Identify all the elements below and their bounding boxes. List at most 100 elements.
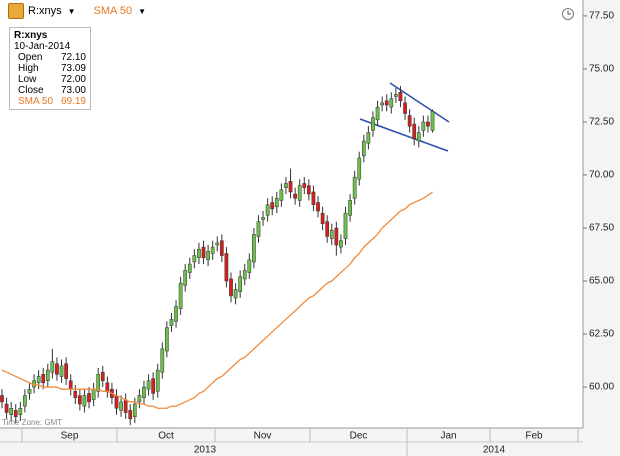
y-tick-label: 60.00	[589, 382, 614, 393]
candle-body	[128, 410, 133, 420]
info-date: 10-Jan-2014	[14, 41, 71, 52]
info-row: Open 72.10	[14, 52, 86, 63]
candle-body	[329, 229, 334, 239]
candle-body	[380, 102, 384, 106]
candle-body	[100, 371, 105, 381]
candle-body	[361, 140, 366, 157]
candle-body	[394, 94, 398, 97]
year-label: 2013	[194, 445, 217, 456]
candle-body	[183, 270, 188, 286]
x-tick-label: Nov	[254, 431, 272, 442]
info-label: Open	[18, 52, 43, 63]
candle-body	[178, 282, 183, 309]
candle-body	[132, 403, 137, 418]
candle-body	[87, 393, 91, 403]
sma-line	[1, 191, 433, 409]
candle-body	[187, 263, 192, 273]
candle-body	[45, 369, 50, 381]
candle-body	[407, 115, 412, 127]
candle-body	[41, 374, 46, 384]
candle-body	[215, 242, 220, 246]
candle-body	[274, 198, 279, 208]
symbol-icon[interactable]	[8, 3, 24, 19]
candle-body	[325, 221, 330, 237]
candle-body	[36, 376, 41, 384]
info-label: Low	[18, 74, 37, 85]
candle-body	[297, 185, 302, 201]
candle-body	[114, 395, 119, 409]
candle-body	[123, 399, 128, 413]
candle-body	[169, 318, 174, 326]
info-symbol: R:xnys	[14, 30, 48, 41]
candle-body	[96, 374, 101, 392]
candle-body	[13, 410, 18, 418]
candle-body	[91, 388, 96, 401]
candle-body	[105, 382, 110, 392]
candle-body	[155, 369, 160, 392]
candle-body	[4, 403, 9, 413]
dropdown-arrow[interactable]: ▼	[138, 6, 146, 16]
info-row: High 73.09	[14, 63, 86, 74]
candle-body	[265, 204, 270, 216]
candle-body	[219, 240, 224, 256]
candle-body	[192, 255, 197, 263]
info-value: 72.00	[60, 74, 86, 85]
info-row: SMA 50 69.19	[14, 96, 86, 107]
candle-body	[256, 221, 261, 237]
candle-body	[160, 348, 165, 373]
candle-body	[307, 185, 311, 195]
candle-body	[261, 217, 265, 220]
symbol[interactable]: R:xnys	[28, 5, 62, 17]
toolbar: R:xnys ▼ SMA 50 ▼	[0, 0, 146, 22]
x-tick-label: Sep	[61, 431, 79, 442]
candle-body	[50, 361, 55, 373]
candle-body	[357, 157, 362, 180]
candle-body	[371, 117, 375, 131]
clock-icon[interactable]	[562, 8, 574, 20]
candle-body	[78, 395, 82, 405]
y-tick-label: 62.50	[589, 329, 614, 340]
x-tick-label: Oct	[158, 431, 174, 442]
dropdown-arrow[interactable]: ▼	[67, 6, 76, 16]
y-tick-label: 67.50	[589, 223, 614, 234]
candle-body	[146, 380, 151, 390]
info-row: Close 73.00	[14, 85, 86, 96]
candle-body	[366, 132, 371, 144]
y-axis-area	[583, 0, 620, 456]
candle-body	[252, 234, 256, 263]
candle-body	[233, 289, 238, 299]
candle-body	[288, 181, 293, 193]
info-value: 72.10	[60, 52, 86, 63]
candle-body	[348, 200, 352, 216]
info-label: High	[18, 63, 39, 74]
candle-body	[426, 121, 430, 127]
info-label: Close	[18, 85, 44, 96]
info-value: 69.19	[60, 96, 86, 107]
candle-body	[416, 132, 421, 142]
candle-body	[210, 246, 215, 254]
info-box: R:xnys 10-Jan-2014 Open 72.10 High 73.09 Low…	[9, 27, 91, 110]
candle-body	[421, 121, 426, 131]
candle-body	[64, 363, 68, 379]
y-tick-label: 72.50	[589, 117, 614, 128]
x-tick-label: Feb	[525, 431, 543, 442]
candle-body	[224, 253, 229, 282]
x-tick-label: Dec	[350, 431, 368, 442]
year-label: 2014	[483, 445, 506, 456]
candle-body	[384, 100, 389, 106]
y-tick-label: 75.00	[589, 64, 614, 75]
x-tick-label: Jan	[440, 431, 456, 442]
candle-body	[334, 227, 339, 246]
info-value: 73.09	[60, 63, 86, 74]
candle-body	[247, 259, 252, 273]
indicator[interactable]: SMA 50	[93, 5, 133, 17]
candle-body	[238, 276, 243, 292]
candle-body	[270, 202, 275, 210]
candle-body	[137, 395, 142, 403]
candle-body	[197, 248, 201, 258]
candle-body	[142, 386, 146, 398]
candle-body	[73, 391, 78, 398]
candle-body	[229, 278, 233, 297]
